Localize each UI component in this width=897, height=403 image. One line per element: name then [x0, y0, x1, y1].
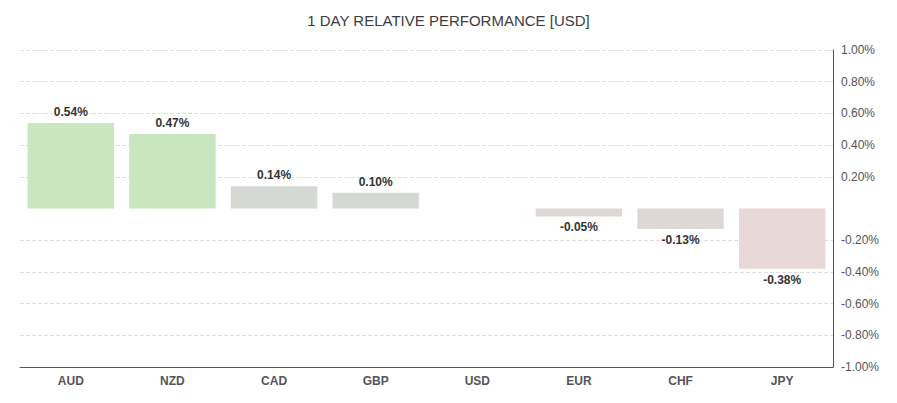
svg-text:JPY: JPY — [771, 374, 794, 388]
svg-text:0.60%: 0.60% — [841, 106, 875, 120]
svg-text:0.40%: 0.40% — [841, 138, 875, 152]
svg-text:GBP: GBP — [363, 374, 389, 388]
svg-text:CHF: CHF — [668, 374, 693, 388]
svg-text:-0.05%: -0.05% — [560, 220, 598, 234]
svg-text:EUR: EUR — [566, 374, 592, 388]
svg-text:1 DAY RELATIVE PERFORMANCE [US: 1 DAY RELATIVE PERFORMANCE [USD] — [307, 12, 590, 29]
svg-text:-0.40%: -0.40% — [841, 265, 879, 279]
svg-text:-1.00%: -1.00% — [841, 360, 879, 374]
svg-text:-0.13%: -0.13% — [662, 233, 700, 247]
svg-text:AUD: AUD — [58, 374, 84, 388]
svg-text:-0.60%: -0.60% — [841, 297, 879, 311]
svg-text:NZD: NZD — [160, 374, 185, 388]
svg-text:-0.80%: -0.80% — [841, 328, 879, 342]
svg-text:1.00%: 1.00% — [841, 43, 875, 57]
svg-text:0.20%: 0.20% — [841, 170, 875, 184]
svg-text:CAD: CAD — [261, 374, 287, 388]
svg-text:0.80%: 0.80% — [841, 75, 875, 89]
svg-text:-0.38%: -0.38% — [763, 273, 801, 287]
svg-text:0.10%: 0.10% — [359, 175, 393, 189]
svg-text:0.14%: 0.14% — [257, 168, 291, 182]
svg-text:-0.20%: -0.20% — [841, 233, 879, 247]
svg-text:0.54%: 0.54% — [54, 105, 88, 119]
svg-text:USD: USD — [465, 374, 491, 388]
svg-text:0.47%: 0.47% — [155, 116, 189, 130]
